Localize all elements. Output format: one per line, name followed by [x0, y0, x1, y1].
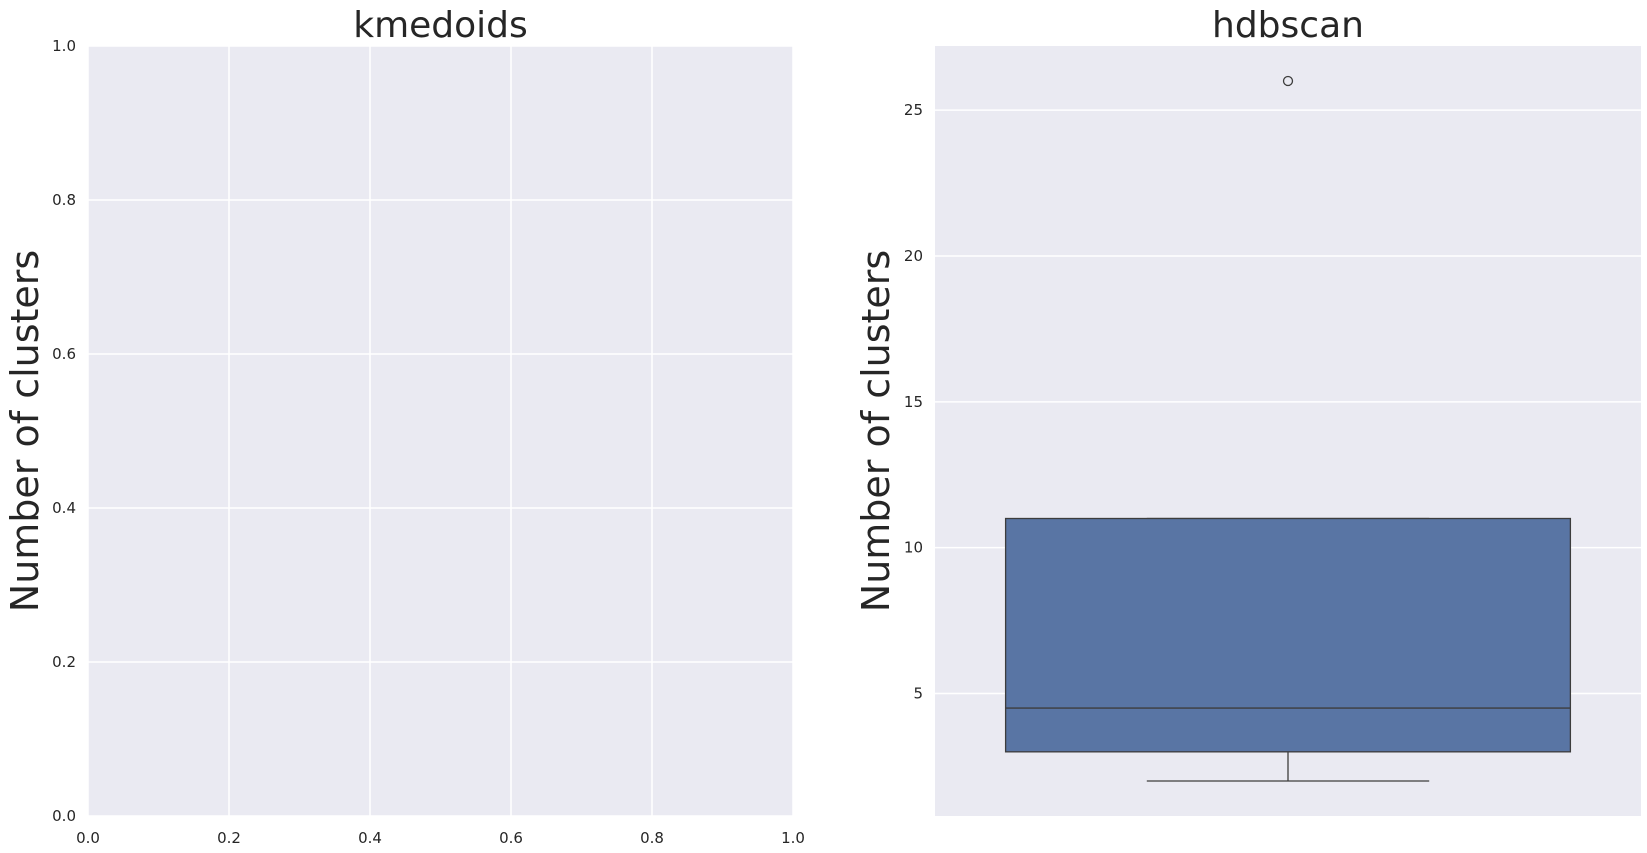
kmedoids-x-tick-label: 0.4: [358, 829, 382, 847]
kmedoids-y-tick-label: 0.8: [52, 191, 76, 209]
hdbscan-y-tick-label: 5: [913, 685, 923, 703]
kmedoids-x-tick-label: 1.0: [781, 829, 805, 847]
hdbscan-y-tick-label: 15: [904, 393, 923, 411]
kmedoids-plot-area: [88, 46, 793, 816]
kmedoids-x-tick-label: 0.0: [76, 829, 100, 847]
kmedoids-y-tick-label: 0.4: [52, 499, 76, 517]
kmedoids-y-tick-label: 0.2: [52, 653, 76, 671]
hdbscan-panel: 5 10 15 20 25 hdbscan Number of clusters: [854, 5, 1641, 816]
kmedoids-y-tick-label: 1.0: [52, 37, 76, 55]
kmedoids-gridlines: [87, 45, 794, 817]
kmedoids-x-tick-label: 0.6: [499, 829, 523, 847]
hdbscan-boxplot: [1004, 75, 1572, 782]
kmedoids-y-ticks: 0.0 0.2 0.4 0.6 0.8 1.0: [52, 37, 76, 825]
hdbscan-title: hdbscan: [1212, 5, 1364, 46]
hdbscan-outlier-point: [1282, 75, 1294, 87]
kmedoids-x-tick-label: 0.2: [217, 829, 241, 847]
kmedoids-x-tick-label: 0.8: [640, 829, 664, 847]
hdbscan-y-axis-label: Number of clusters: [854, 250, 898, 612]
hdbscan-y-tick-label: 25: [904, 101, 923, 119]
hdbscan-box: [1004, 517, 1572, 753]
kmedoids-y-tick-label: 0.6: [52, 345, 76, 363]
kmedoids-x-ticks: 0.0 0.2 0.4 0.6 0.8 1.0: [76, 829, 805, 847]
hdbscan-y-tick-label: 20: [904, 247, 923, 265]
kmedoids-y-tick-label: 0.0: [52, 807, 76, 825]
hdbscan-y-ticks: 5 10 15 20 25: [904, 101, 923, 702]
hdbscan-y-tick-label: 10: [904, 539, 923, 557]
kmedoids-panel: 0.0 0.2 0.4 0.6 0.8 1.0 0.0 0.2 0.4 0.6 0.8 1.0 km…: [3, 5, 805, 847]
kmedoids-y-axis-label: Number of clusters: [3, 250, 47, 612]
kmedoids-title: kmedoids: [353, 5, 528, 46]
